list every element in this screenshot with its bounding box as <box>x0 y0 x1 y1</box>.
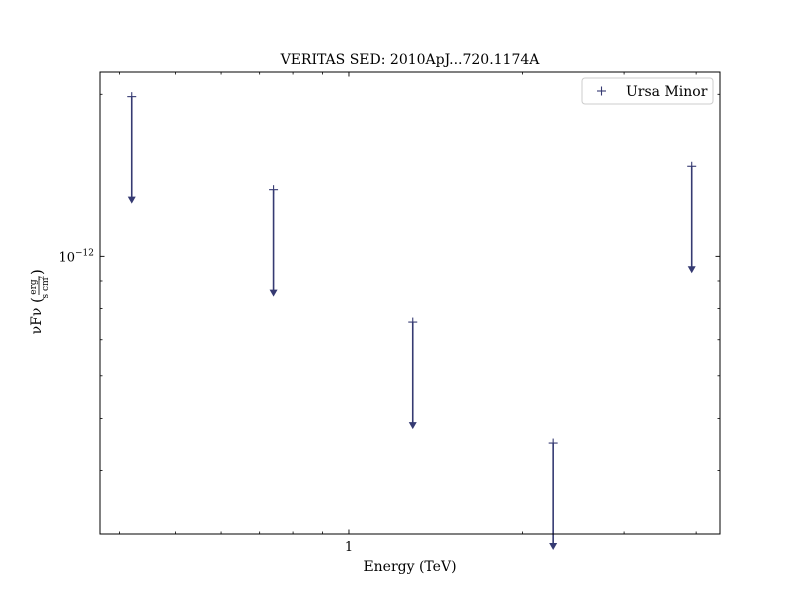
data-marks <box>127 92 697 551</box>
y-axis-label-open-paren: ( <box>28 297 46 303</box>
x-tick-label: 1 <box>345 540 353 555</box>
upper-limit-point <box>269 185 279 297</box>
y-axis-label: νFν ( erg s cm 2 ) <box>28 269 51 334</box>
upper-limit-arrowhead <box>549 543 558 551</box>
legend-box <box>581 77 714 105</box>
upper-limit-point <box>687 161 697 274</box>
x-axis-label: Energy (TeV) <box>363 559 456 575</box>
tick-labels: 1 10−12 <box>58 248 353 555</box>
plot-frame <box>99 71 721 535</box>
y-axis-label-denominator: s cm <box>41 277 51 299</box>
y-tick-label-base: 10 <box>58 250 75 265</box>
y-axis-label-numerator: erg <box>29 279 39 295</box>
y-tick-label-exponent: −12 <box>75 248 94 258</box>
major-ticks <box>100 72 720 534</box>
upper-limit-arrowhead <box>408 422 417 430</box>
upper-limit-arrowhead <box>127 196 136 204</box>
upper-limit-point <box>127 92 137 204</box>
legend-label: Ursa Minor <box>626 84 708 100</box>
upper-limit-point <box>548 438 558 551</box>
upper-limit-point <box>408 317 418 430</box>
upper-limit-arrowhead <box>687 266 696 274</box>
y-axis-label-exponent: 2 <box>39 276 46 280</box>
y-tick-label: 10−12 <box>58 248 94 265</box>
chart-title: VERITAS SED: 2010ApJ...720.1174A <box>280 52 541 68</box>
upper-limit-arrowhead <box>269 289 278 297</box>
legend-marker <box>597 86 606 96</box>
y-axis-label-main: νFν <box>29 308 45 335</box>
y-axis-label-close-paren: ) <box>28 269 46 275</box>
legend: Ursa Minor <box>581 77 714 105</box>
